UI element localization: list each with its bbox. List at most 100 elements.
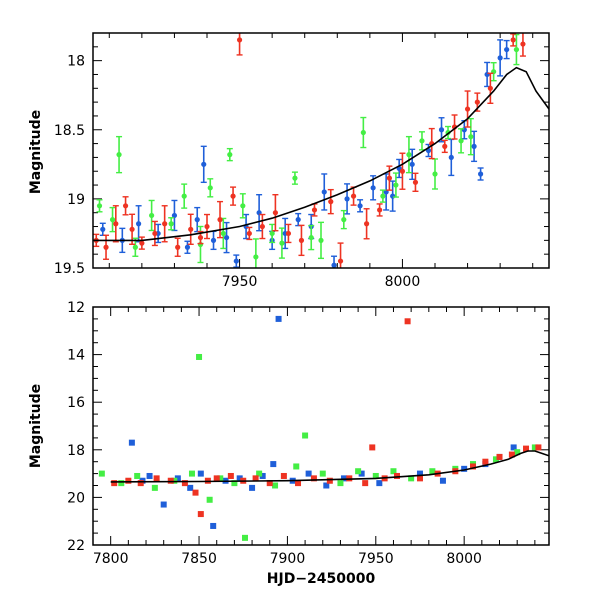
data-point-green [308,234,314,241]
y-tick-label: 12 [67,300,85,316]
data-point-green [253,254,259,260]
data-point-blue [370,185,376,191]
y-tick-label: 20 [67,490,85,506]
x-tick-label: 7950 [358,551,394,567]
data-point-green [134,472,141,479]
data-point-red [272,210,278,216]
data-point-red [139,240,145,246]
data-point-green [319,470,326,477]
data-point-green [149,212,155,219]
data-point-green [188,470,195,477]
data-point-blue [201,161,207,167]
x-tick-label: 8000 [385,274,421,290]
data-point-blue [194,217,200,223]
data-point-blue [100,226,106,232]
data-point-green [531,444,538,451]
data-point-red [175,244,181,250]
data-point-red [129,226,135,232]
data-point-red [337,258,344,264]
data-point-green [109,217,116,223]
data-point-green [227,152,233,158]
data-point-red [259,223,265,230]
data-point-red [386,175,392,181]
y-tick-label: 18 [67,443,85,459]
data-point-red [213,475,220,482]
y-tick-label: 19 [67,192,85,208]
data-point-green [355,468,362,475]
data-point-green [492,456,499,463]
data-point-red [162,221,168,227]
data-point-blue [259,472,266,479]
axis-ticks [92,306,549,546]
data-point-red [111,480,118,487]
data-point-green [390,468,397,475]
data-point-red [181,480,188,487]
data-point-green [318,237,324,243]
data-point-green [118,480,125,487]
data-point-red [266,480,273,487]
data-point-red [482,458,489,465]
data-point-red [217,217,223,223]
data-point-green [240,203,246,209]
plot-frame [92,32,550,269]
data-point-red [474,99,480,105]
data-point-blue [184,244,191,250]
data-point-blue [160,501,167,508]
data-point-blue [510,444,517,451]
y-tick-label: 18 [67,54,85,70]
data-point-red [364,221,370,227]
data-point-red [310,475,317,482]
y-tick-label: 16 [67,395,85,411]
data-point-green [116,152,122,158]
data-point-red [362,480,369,487]
data-point-green [337,480,344,487]
data-point-green [256,470,263,477]
data-point-green [372,472,379,479]
y-tick-label: 14 [67,348,85,364]
data-point-red [295,480,302,487]
data-point-green [393,182,399,188]
data-point-red [188,226,194,232]
data-point-green [217,475,224,482]
series-green [98,353,538,541]
data-point-red [246,230,252,237]
data-point-red [280,472,287,479]
data-point-blue [233,258,239,264]
axis-ticks [93,32,549,269]
data-point-green [242,534,248,541]
data-point-blue [128,439,135,446]
data-point-blue [438,127,445,133]
data-point-green [380,193,386,199]
bottom-panel: 7800 7850 7900 7950 8000 12 14 16 18 20 22 [67,300,550,567]
data-point-blue [409,161,415,167]
data-point-red [153,475,160,482]
data-point-green [302,432,309,439]
data-point-blue [171,212,178,219]
data-point-red [192,489,199,496]
data-point-blue [187,484,194,491]
data-point-green [151,484,158,491]
data-point-green [429,468,436,475]
data-point-blue [376,480,383,487]
data-point-blue [358,470,365,477]
data-point-red [197,234,204,241]
data-point-blue [448,154,454,161]
data-point-blue [174,475,181,482]
data-point-red [103,244,109,250]
data-point-red [227,472,234,479]
data-point-green [292,175,298,181]
data-point-red [197,511,204,518]
data-point-green [206,496,213,503]
data-point-green [181,193,187,199]
data-point-blue [321,189,327,195]
data-point-green [419,138,425,144]
x-tick-label: 7800 [93,551,129,567]
data-point-red [377,207,383,213]
data-point-red [416,475,423,482]
data-point-red [236,37,243,43]
data-point-red [152,230,158,237]
bottom-x-axis-label: HJD−2450000 [267,571,376,587]
plot-frame [92,306,550,546]
data-point-red [369,444,376,451]
